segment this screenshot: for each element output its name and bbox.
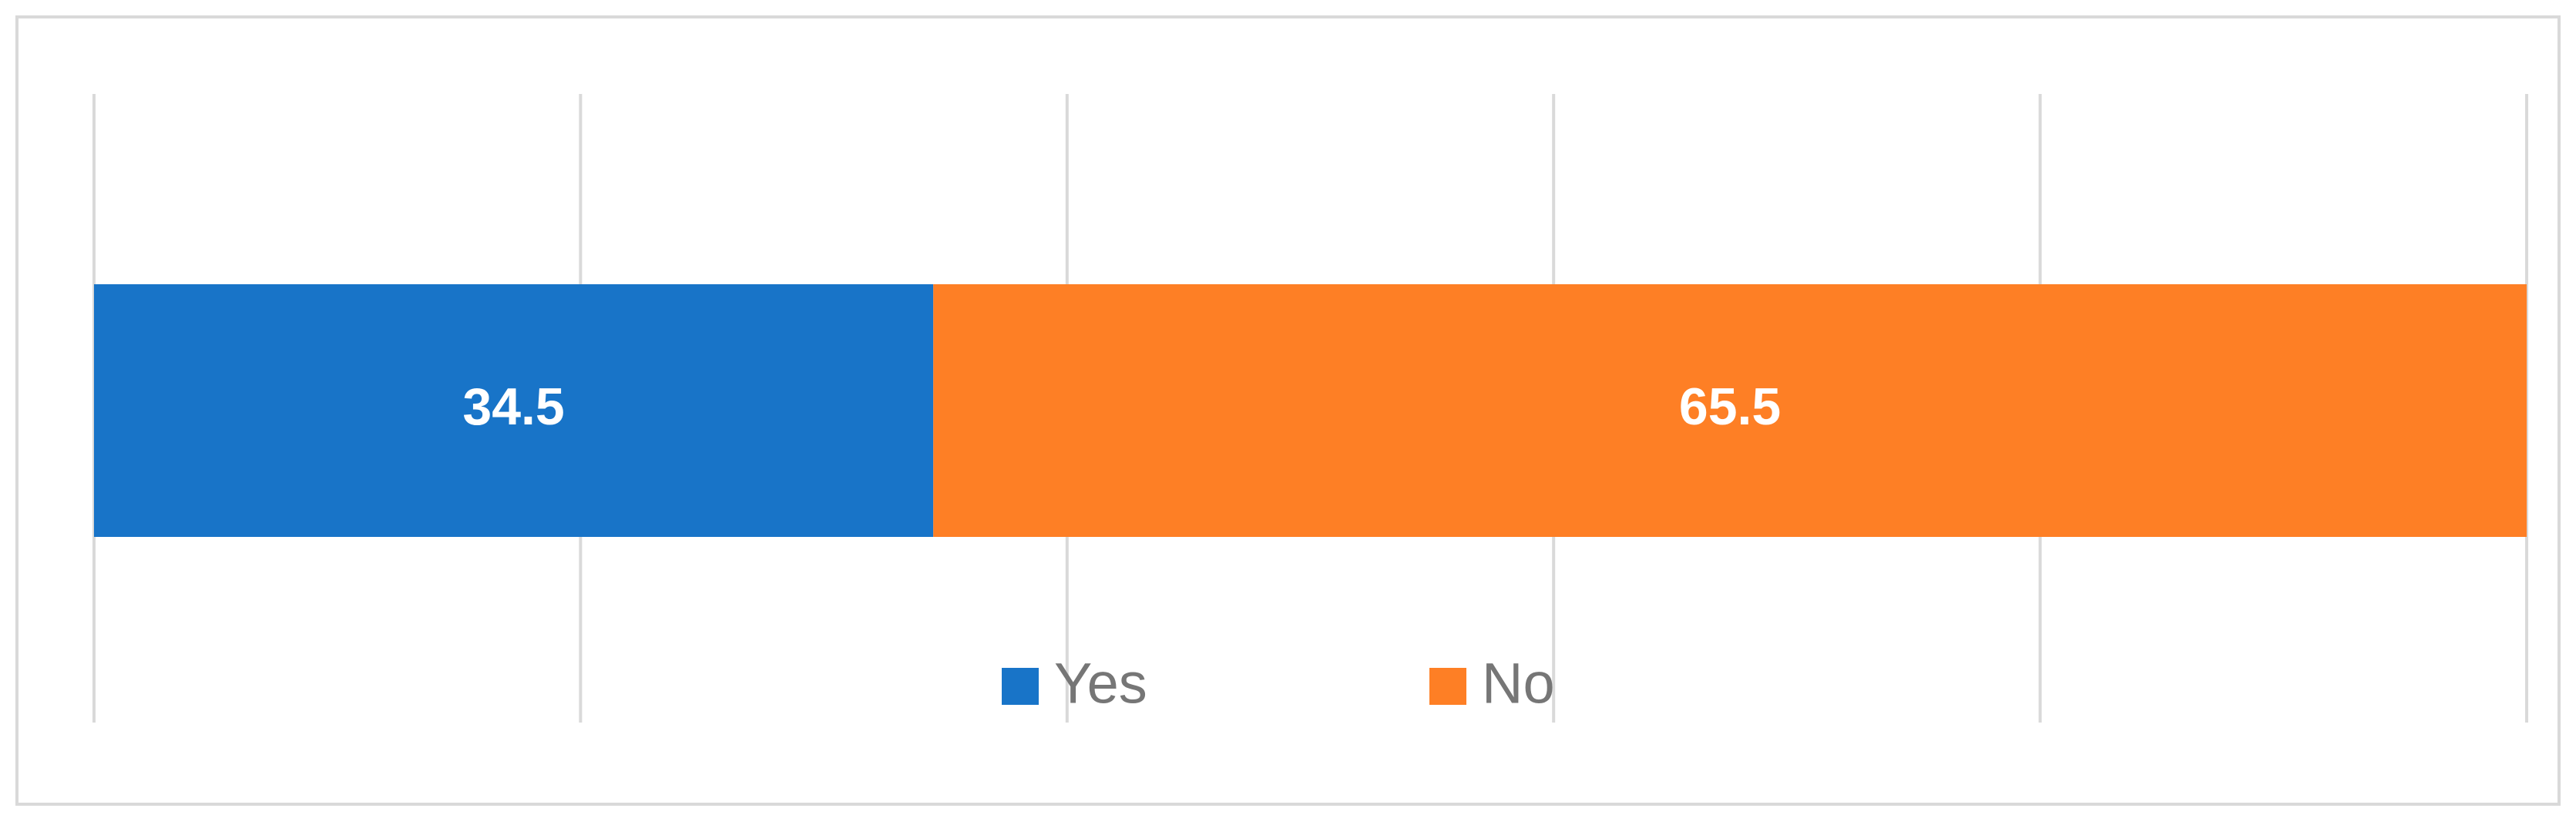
- data-label: 34.5: [462, 377, 564, 436]
- legend-swatch: [1429, 668, 1466, 705]
- bar-segment: [94, 284, 934, 537]
- legend-swatch: [1002, 668, 1039, 705]
- data-label: 65.5: [1679, 377, 1781, 436]
- bar-segment: [933, 284, 2527, 537]
- legend-label: No: [1482, 652, 1555, 716]
- legend-label: Yes: [1054, 652, 1147, 716]
